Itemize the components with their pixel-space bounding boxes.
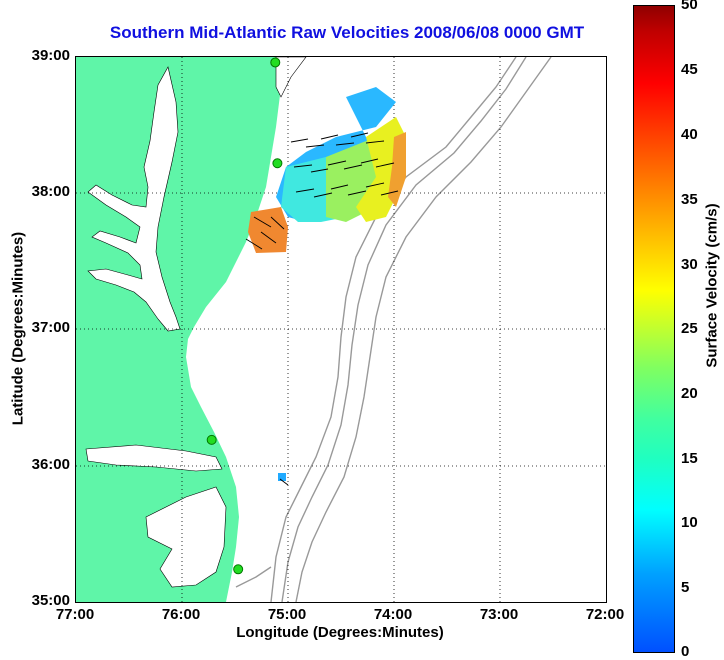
radar-station-marker [206, 434, 217, 445]
map-panel [75, 56, 607, 603]
colorbar-tick: 35 [681, 191, 698, 208]
ytick-label: 37:00 [31, 319, 70, 336]
y-axis-label: Latitude (Degrees:Minutes) [9, 231, 27, 426]
albemarle-sound [85, 444, 223, 472]
colorbar-tick: 15 [681, 450, 698, 467]
ytick-label: 39:00 [31, 47, 70, 64]
xtick-label: 72:00 [585, 606, 625, 623]
x-axis-label: Longitude (Degrees:Minutes) [236, 624, 444, 641]
ytick-label: 35:00 [31, 592, 70, 609]
velocity-patch-orange [388, 132, 406, 207]
xtick-label: 74:00 [373, 606, 413, 623]
xtick-label: 75:00 [267, 606, 307, 623]
xtick-label: 77:00 [55, 606, 95, 623]
colorbar-tick: 25 [681, 320, 698, 337]
station-layer [206, 57, 283, 575]
pamlico-sound [145, 486, 227, 588]
ytick-label: 36:00 [31, 456, 70, 473]
radar-station-marker [233, 564, 244, 575]
colorbar-tick: 20 [681, 385, 698, 402]
radar-station-marker [272, 158, 283, 169]
colorbar-tick: 10 [681, 514, 698, 531]
colorbar-tick: 50 [681, 0, 698, 13]
map-title: Southern Mid-Atlantic Raw Velocities 200… [109, 23, 585, 42]
colorbar-tick: 5 [681, 579, 690, 596]
xtick-label: 76:00 [161, 606, 201, 623]
colorbar-tick: 0 [681, 643, 690, 660]
velocity-patch-south [248, 207, 288, 253]
map-svg [76, 57, 606, 602]
ytick-label: 38:00 [31, 183, 70, 200]
velocity-field [248, 87, 406, 481]
colorbar-tick: 30 [681, 256, 698, 273]
chesapeake-bay [87, 66, 181, 332]
colorbar-tick: 45 [681, 61, 698, 78]
bathymetry-contours [235, 57, 552, 602]
radar-station-marker [270, 57, 281, 68]
colorbar-tick: 40 [681, 126, 698, 143]
colorbar-label: Surface Velocity (cm/s) [703, 203, 721, 368]
velocity-arrows [245, 132, 399, 486]
colorbar [633, 5, 675, 653]
xtick-label: 73:00 [479, 606, 519, 623]
delaware-bay [275, 57, 307, 98]
